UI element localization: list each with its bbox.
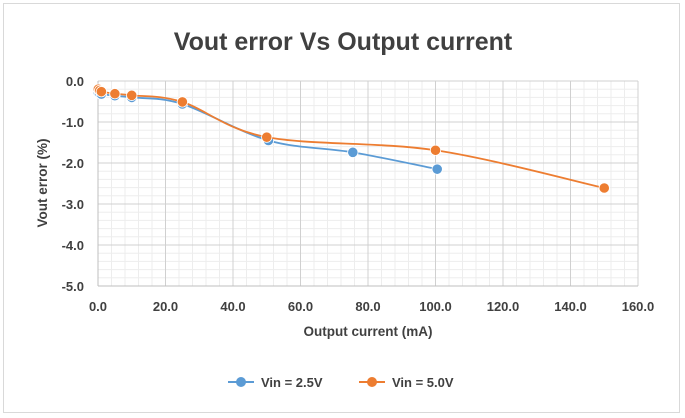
grid [97, 80, 639, 287]
legend-item-2-label: Vin = 5.0V [392, 375, 454, 390]
y-tick-label: -3.0 [62, 197, 84, 212]
x-tick-label: 140.0 [554, 299, 587, 314]
x-tick-labels: 0.0 20.0 40.0 60.0 80.0 100.0 120.0 140.0 160.0 [89, 299, 654, 314]
legend-item-2-swatch-marker [367, 377, 377, 387]
series-2-point [109, 88, 121, 100]
series-2-point [126, 89, 138, 101]
x-axis-title: Output current (mA) [304, 324, 433, 339]
series-2-point [429, 144, 442, 156]
y-tick-labels: 0.0 -1.0 -2.0 -3.0 -4.0 -5.0 [62, 74, 84, 294]
series-2-point [95, 86, 107, 98]
y-axis-title: Vout error (%) [35, 138, 50, 227]
y-tick-label: -5.0 [62, 279, 84, 294]
x-tick-label: 120.0 [487, 299, 520, 314]
chart-title: Vout error Vs Output current [174, 28, 513, 56]
series-2-point [598, 182, 610, 194]
x-tick-label: 40.0 [220, 299, 245, 314]
x-tick-label: 60.0 [288, 299, 313, 314]
x-tick-label: 80.0 [355, 299, 380, 314]
legend: Vin = 2.5V Vin = 5.0V [228, 375, 454, 390]
series-1-point [347, 146, 359, 158]
series-2-point [261, 131, 273, 143]
series-2 [92, 83, 610, 194]
legend-item-1-label: Vin = 2.5V [261, 375, 323, 390]
y-tick-label: -1.0 [62, 115, 84, 130]
series-1 [92, 86, 443, 175]
x-tick-label: 20.0 [153, 299, 178, 314]
y-tick-label: 0.0 [66, 74, 84, 89]
plot-area [92, 83, 610, 194]
series-1-point [431, 163, 443, 175]
axes [97, 81, 638, 287]
legend-item-1: Vin = 2.5V [228, 375, 323, 390]
legend-item-1-swatch-marker [236, 377, 246, 387]
x-tick-label: 0.0 [89, 299, 107, 314]
legend-item-2: Vin = 5.0V [359, 375, 454, 390]
series-1-line [97, 91, 438, 171]
y-tick-label: -2.0 [62, 156, 84, 171]
y-tick-label: -4.0 [62, 238, 84, 253]
x-tick-label: 100.0 [419, 299, 452, 314]
x-tick-label: 160.0 [622, 299, 655, 314]
series-2-point [176, 96, 188, 108]
